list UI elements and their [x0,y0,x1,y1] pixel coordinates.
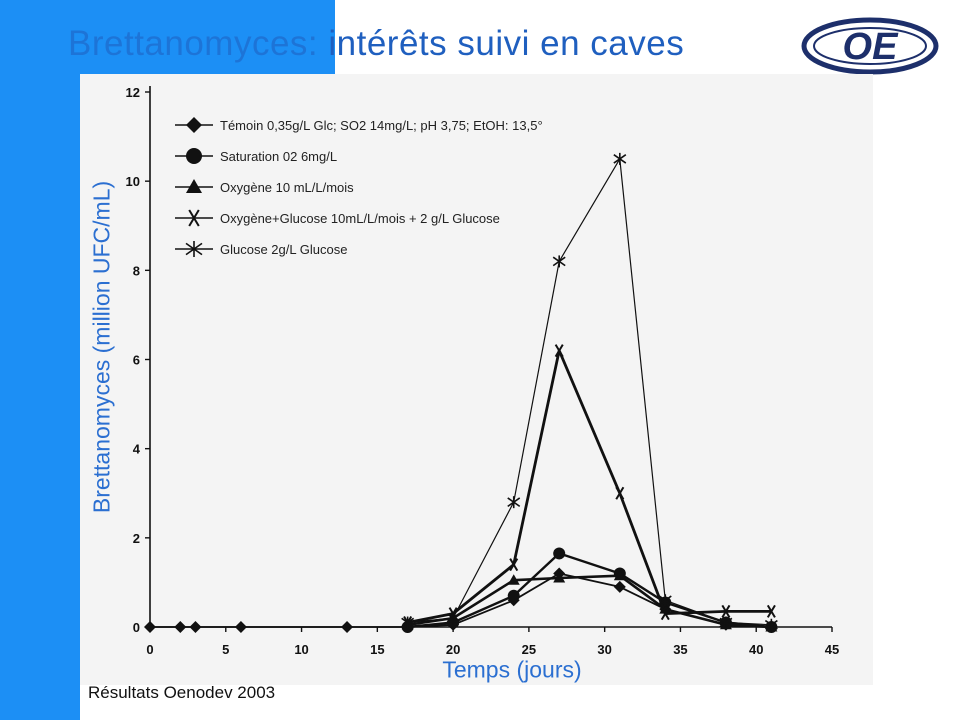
triangle-marker [553,571,566,583]
diamond-marker [174,621,187,633]
legend-entry: Oxygène 10 mL/L/mois [175,179,354,195]
diamond-marker [189,621,202,633]
y-tick-label: 0 [133,620,140,635]
x-marker-stroke [660,607,670,621]
x-tick-label: 25 [522,642,536,657]
diamond-marker [341,621,354,633]
series-x [403,344,776,630]
x-tick-label: 20 [446,642,460,657]
series-diamond [144,567,778,633]
x-marker-stroke [615,486,625,500]
triangle-marker [186,179,202,193]
legend-entry: Saturation 02 6mg/L [175,148,337,164]
triangle-marker [613,569,626,581]
x-marker-stroke [509,558,519,572]
series-line [407,552,772,629]
x-tick-label: 40 [749,642,763,657]
legend-entry: Témoin 0,35g/L Glc; SO2 14mg/L; pH 3,75;… [175,117,543,133]
circle-marker [553,547,566,560]
series-line [407,158,772,626]
left-accent-bar [0,0,80,720]
x-axis-label: Temps (jours) [442,656,582,683]
y-tick-label: 8 [133,263,140,278]
circle-marker [186,148,202,164]
y-tick-label: 4 [133,442,141,457]
x-tick-label: 30 [597,642,611,657]
x-tick-label: 0 [146,642,153,657]
triangle-marker [507,574,520,585]
x-tick-label: 5 [222,642,229,657]
x-marker-stroke [554,344,564,358]
title-part-1: Brettanomyces: [68,24,319,63]
diamond-marker [613,580,626,593]
legend-entry: Oxygène+Glucose 10mL/L/mois + 2 g/L Gluc… [175,209,500,227]
legend-label: Témoin 0,35g/L Glc; SO2 14mg/L; pH 3,75;… [220,118,543,133]
circle-marker [507,589,520,602]
legend-label: Oxygène+Glucose 10mL/L/mois + 2 g/L Gluc… [220,211,500,226]
y-axis-label: Brettanomyces (million UFC/mL) [88,180,115,514]
x-marker-stroke [721,604,731,618]
title-part-2: intérêts suivi en caves [318,24,685,63]
x-marker-stroke [766,604,776,618]
chart: 0 5 10 15 20 25 30 35 40 45 0 2 4 6 8 10 12 Témoin 0,35g/… [126,85,840,657]
y-tick-label: 6 [133,353,140,368]
page-title: Brettanomyces: intérêts suivi en caves [68,24,684,64]
triangle-marker [659,603,672,614]
x-tick-label: 35 [673,642,687,657]
title-accent-band [80,0,335,74]
series-asterisk [401,152,778,631]
y-tick-label: 10 [126,174,140,189]
logo-text: OE [843,26,900,68]
diamond-marker [144,621,156,633]
legend-label: Saturation 02 6mg/L [220,149,337,164]
legend-label: Glucose 2g/L Glucose [220,242,347,257]
source-credit: Résultats Oenodev 2003 [88,683,276,702]
diamond-marker [186,117,202,133]
x-tick-label: 15 [370,642,384,657]
series-line [407,574,772,629]
plot-panel: 0 5 10 15 20 25 30 35 40 45 0 2 4 6 8 10 12 Témoin 0,35g/… [80,74,873,685]
x-marker-stroke [188,209,200,227]
series-line [407,349,772,624]
x-tick-label: 10 [294,642,308,657]
y-tick-label: 12 [126,85,140,100]
diamond-marker [234,621,247,633]
oe-logo: OE [801,17,939,75]
legend-label: Oxygène 10 mL/L/mois [220,180,354,195]
legend-entry: Glucose 2g/L Glucose [175,241,347,257]
y-tick-label: 2 [133,531,140,546]
x-tick-label: 45 [825,642,839,657]
